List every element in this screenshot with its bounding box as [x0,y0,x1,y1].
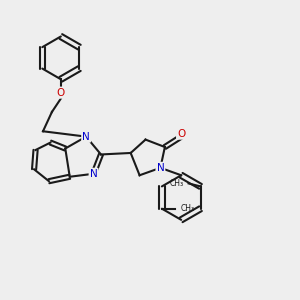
Text: N: N [90,169,98,179]
Text: O: O [177,129,185,139]
Text: N: N [157,163,164,173]
Text: CH₃: CH₃ [181,204,195,213]
Text: O: O [57,88,65,98]
Text: N: N [82,132,90,142]
Text: CH₃: CH₃ [170,179,184,188]
